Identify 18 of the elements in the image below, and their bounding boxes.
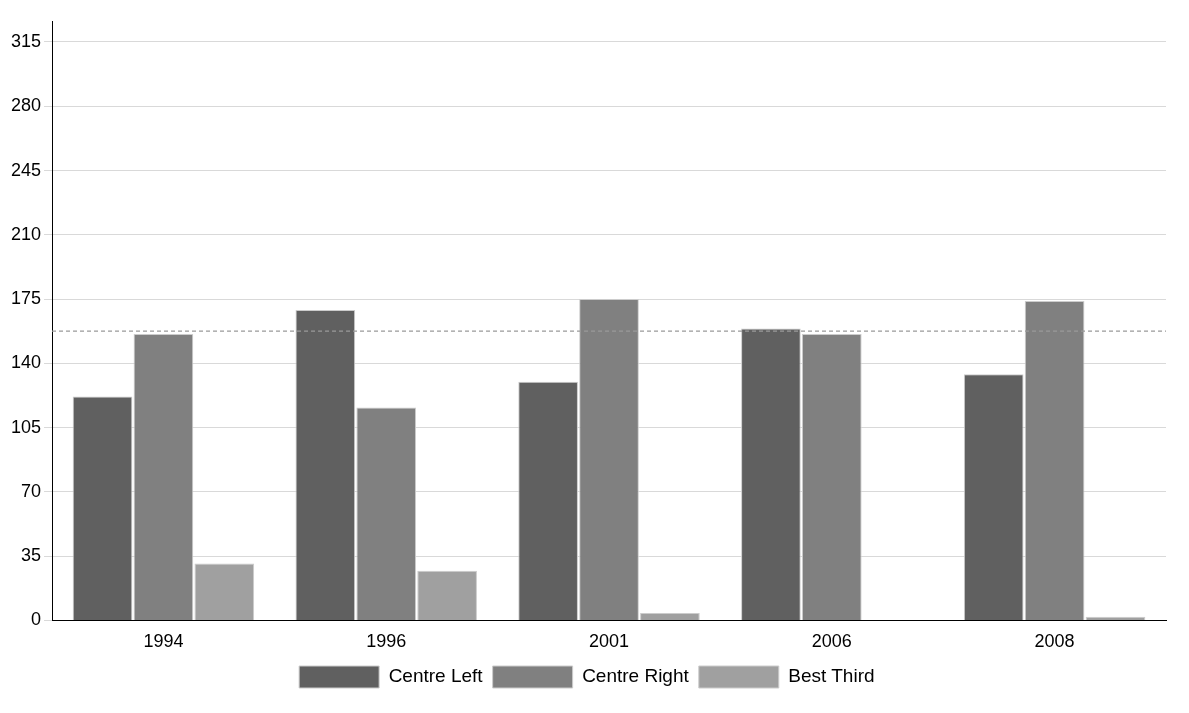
y-tick-label: 280 bbox=[10, 95, 42, 116]
y-tick-label: 140 bbox=[10, 352, 42, 373]
y-tick-label: 105 bbox=[10, 416, 42, 437]
y-tick-label: 315 bbox=[10, 30, 42, 51]
legend-label: Centre Left bbox=[388, 665, 484, 687]
x-tick-label: 2006 bbox=[811, 631, 852, 652]
x-tick-label: 2001 bbox=[588, 631, 630, 652]
y-tick-label: 245 bbox=[10, 159, 42, 180]
y-tick-label: 210 bbox=[10, 223, 42, 244]
legend-label: Best Third bbox=[788, 665, 875, 687]
y-tick-label: 70 bbox=[21, 480, 42, 501]
y-tick-label: 0 bbox=[31, 609, 42, 630]
x-tick-label: 1996 bbox=[366, 631, 407, 652]
x-tick-label: 1994 bbox=[143, 631, 184, 652]
x-tick-label: 2008 bbox=[1034, 631, 1075, 652]
y-tick-label: 175 bbox=[10, 288, 42, 309]
y-tick-label: 35 bbox=[21, 545, 42, 566]
legend-label: Centre Right bbox=[582, 665, 690, 687]
